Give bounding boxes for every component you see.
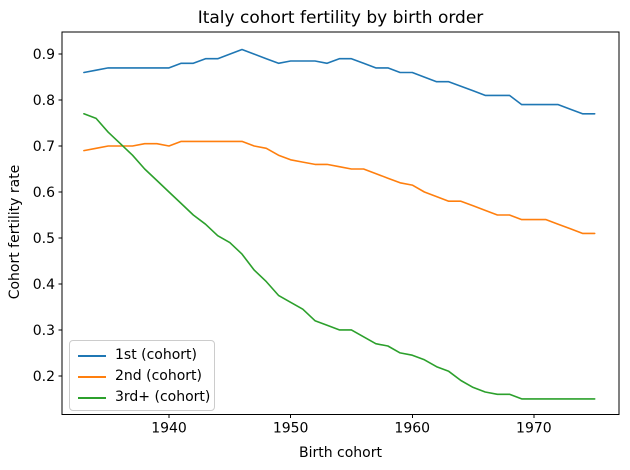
y-axis-ticks: 0.2 0.3 0.4 0.5 0.6 0.7 0.8 0.9: [33, 47, 62, 385]
y-tick-label: 0.9: [33, 47, 55, 63]
legend-line-swatch-3rd: [78, 396, 106, 399]
legend-label: 2nd (cohort): [115, 368, 202, 384]
y-tick-label: 0.4: [33, 277, 55, 293]
legend-label: 3rd+ (cohort): [115, 389, 211, 405]
legend: 1st (cohort) 2nd (cohort) 3rd+ (cohort): [69, 340, 215, 411]
series-lines: [83, 48, 596, 400]
chart-title: Italy cohort fertility by birth order: [197, 8, 484, 28]
x-axis-label: Birth cohort: [298, 445, 382, 461]
legend-line-swatch-2nd: [78, 375, 106, 378]
plot-border: [61, 31, 620, 415]
x-tick-label: 1950: [273, 421, 309, 437]
y-tick-label: 0.8: [33, 93, 55, 109]
y-tick-label: 0.5: [33, 231, 55, 247]
legend-item: 3rd+ (cohort): [70, 387, 214, 408]
y-axis-label: Cohort fertility rate: [7, 164, 23, 300]
y-tick-label: 0.2: [33, 369, 55, 385]
series-line-2nd: [83, 140, 596, 235]
y-tick-label: 0.3: [33, 323, 55, 339]
series-line-1st: [83, 48, 596, 115]
series-line-3rd+: [83, 113, 596, 400]
legend-item: 1st (cohort): [70, 345, 214, 366]
legend-label: 1st (cohort): [115, 347, 198, 363]
y-tick-label: 0.6: [33, 185, 55, 201]
y-tick-label: 0.7: [33, 139, 55, 155]
x-tick-label: 1960: [394, 421, 430, 437]
x-axis-ticks: 1940 1950 1960 1970: [151, 414, 552, 437]
x-tick-label: 1940: [151, 421, 187, 437]
plot-frame: [61, 31, 620, 415]
legend-item: 2nd (cohort): [70, 366, 214, 387]
x-tick-label: 1970: [516, 421, 552, 437]
legend-line-swatch-1st: [78, 354, 106, 357]
